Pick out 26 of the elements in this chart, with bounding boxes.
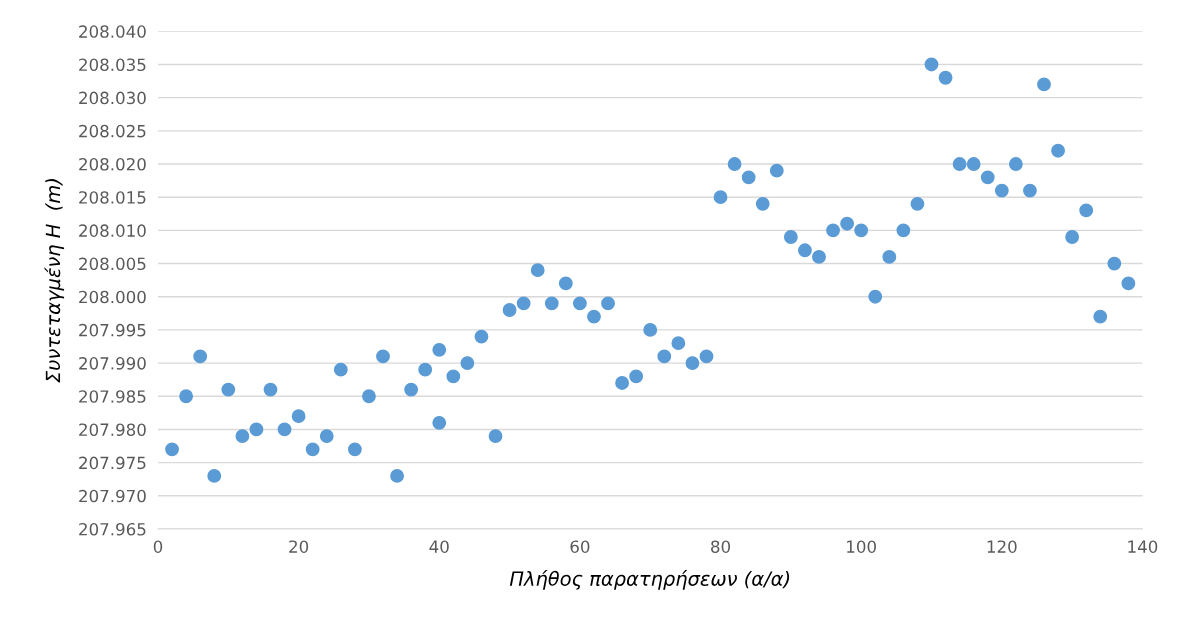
y-tick-label: 207.990 bbox=[79, 357, 146, 370]
x-axis-title: Πλήθος παρατηρήσεων (α/α) bbox=[509, 570, 790, 590]
x-tick-label: 80 bbox=[711, 540, 731, 553]
x-tick-label: 100 bbox=[847, 540, 876, 553]
x-tick-label: 20 bbox=[289, 540, 309, 553]
y-tick-label: 208.020 bbox=[79, 157, 146, 171]
x-tick-label: 0 bbox=[153, 540, 163, 553]
x-tick-label: 60 bbox=[570, 540, 590, 553]
x-tick-label: 120 bbox=[987, 540, 1017, 553]
y-tick-label: 207.965 bbox=[79, 522, 146, 536]
y-tick-label: 208.040 bbox=[79, 25, 146, 38]
y-tick-label: 208.015 bbox=[79, 191, 146, 204]
y-tick-label: 208.025 bbox=[79, 124, 146, 138]
y-tick-label: 207.985 bbox=[79, 390, 146, 403]
y-tick-label: 207.970 bbox=[79, 489, 146, 503]
y-tick-label: 207.980 bbox=[79, 423, 146, 437]
y-tick-label: 208.000 bbox=[79, 290, 146, 304]
y-tick-label: 207.995 bbox=[79, 323, 146, 337]
y-tick-label: 208.005 bbox=[79, 257, 146, 271]
y-tick-label: 208.030 bbox=[79, 91, 146, 105]
y-tick-label: 208.035 bbox=[79, 58, 146, 72]
y-tick-label: 208.010 bbox=[79, 224, 146, 237]
y-axis-title: Συντεταγμένη Η (m) bbox=[44, 179, 65, 383]
y-tick-label: 207.975 bbox=[79, 456, 146, 470]
x-tick-label: 40 bbox=[429, 540, 449, 553]
x-tick-label: 140 bbox=[1128, 540, 1158, 553]
